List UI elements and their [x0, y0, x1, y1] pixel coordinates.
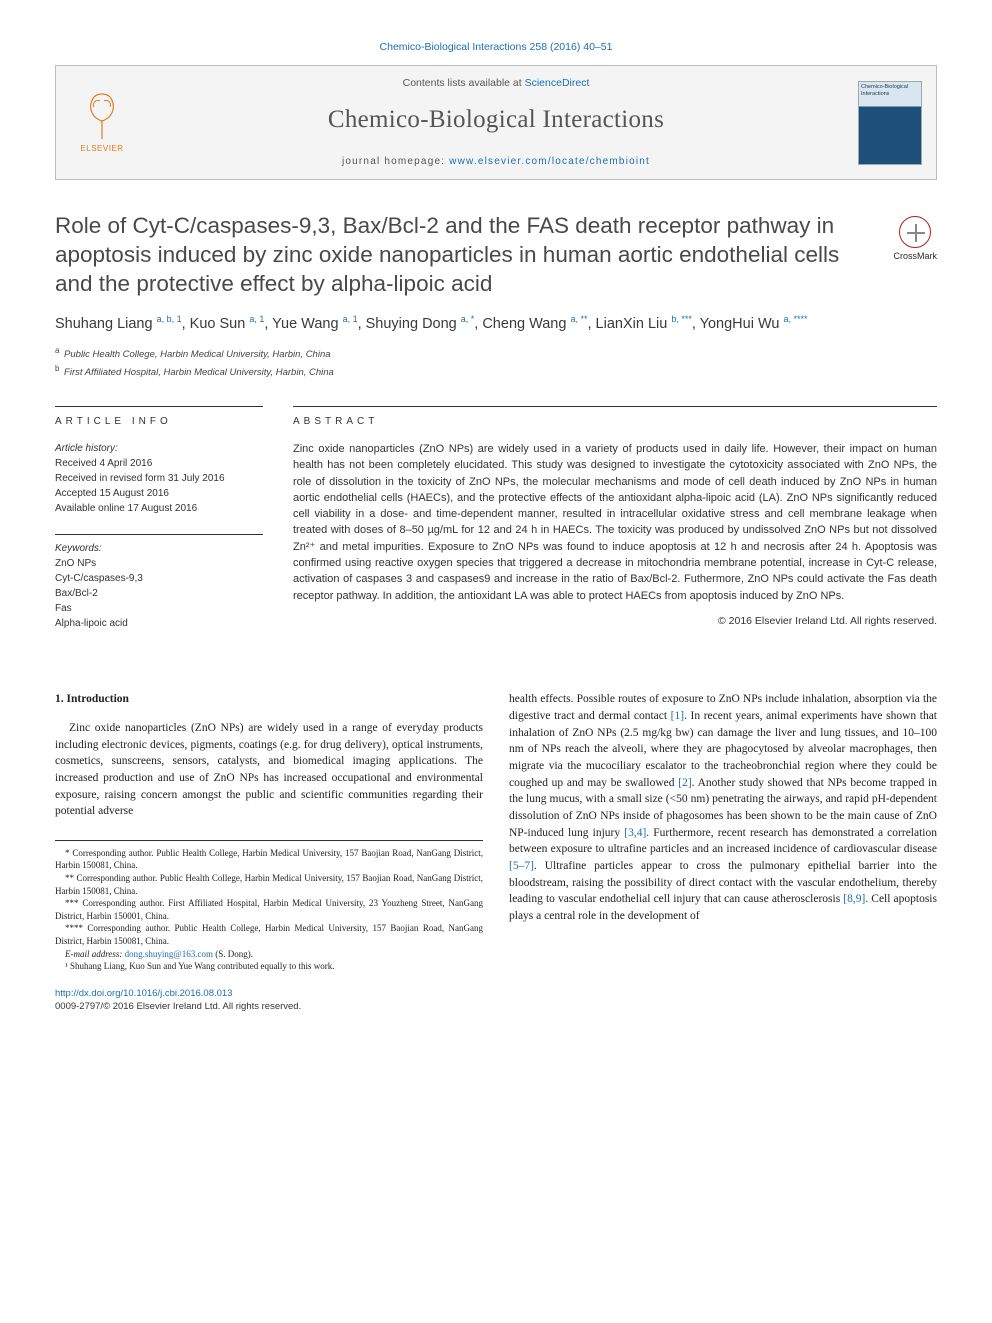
keywords-label: Keywords:: [55, 541, 263, 556]
intro-para-1: Zinc oxide nanoparticles (ZnO NPs) are w…: [55, 720, 483, 820]
abstract-copyright: © 2016 Elsevier Ireland Ltd. All rights …: [293, 614, 937, 629]
intro-heading: 1. Introduction: [55, 691, 483, 708]
keyword-item: Bax/Bcl-2: [55, 586, 263, 601]
footnote-corr2: ** Corresponding author. Public Health C…: [55, 872, 483, 897]
footnote-equal: ¹ Shuhang Liang, Kuo Sun and Yue Wang co…: [55, 960, 483, 973]
email-link[interactable]: dong.shuying@163.com: [125, 949, 213, 959]
abstract-col: ABSTRACT Zinc oxide nanoparticles (ZnO N…: [293, 406, 937, 631]
keyword-item: Fas: [55, 601, 263, 616]
footnote-corr3: *** Corresponding author. First Affiliat…: [55, 897, 483, 922]
footnotes-block: * Corresponding author. Public Health Co…: [55, 840, 483, 973]
content-avail: Contents lists available at ScienceDirec…: [148, 76, 844, 91]
body-col-right: health effects. Possible routes of expos…: [509, 691, 937, 973]
article-history: Article history: Received 4 April 2016 R…: [55, 441, 263, 516]
issn-copyright: 0009-2797/© 2016 Elsevier Ireland Ltd. A…: [55, 1001, 301, 1012]
cite-2[interactable]: [2]: [678, 777, 691, 789]
footnote-corr4: **** Corresponding author. Public Health…: [55, 922, 483, 947]
footnote-email: E-mail address: dong.shuying@163.com (S.…: [55, 948, 483, 961]
tree-icon: [80, 91, 124, 141]
keywords-block: Keywords: ZnO NPsCyt-C/caspases-9,3Bax/B…: [55, 534, 263, 631]
cite-57[interactable]: [5–7]: [509, 860, 534, 872]
page-footer: http://dx.doi.org/10.1016/j.cbi.2016.08.…: [55, 987, 937, 1014]
keyword-item: Cyt-C/caspases-9,3: [55, 571, 263, 586]
doi-link[interactable]: http://dx.doi.org/10.1016/j.cbi.2016.08.…: [55, 988, 232, 999]
email-post: (S. Dong).: [213, 949, 253, 959]
crossmark-label: CrossMark: [893, 250, 937, 263]
masthead-box: ELSEVIER Contents lists available at Sci…: [55, 65, 937, 181]
home-prefix: journal homepage:: [342, 156, 449, 167]
journal-homepage: journal homepage: www.elsevier.com/locat…: [148, 155, 844, 169]
abstract-heading: ABSTRACT: [293, 406, 937, 429]
info-abstract-row: ARTICLE INFO Article history: Received 4…: [55, 406, 937, 631]
history-revised: Received in revised form 31 July 2016: [55, 473, 225, 484]
crossmark-icon: [899, 216, 931, 248]
email-label: E-mail address:: [65, 949, 125, 959]
article-title: Role of Cyt-C/caspases-9,3, Bax/Bcl-2 an…: [55, 212, 877, 298]
keyword-item: ZnO NPs: [55, 556, 263, 571]
title-row: Role of Cyt-C/caspases-9,3, Bax/Bcl-2 an…: [55, 212, 937, 298]
crossmark-badge[interactable]: CrossMark: [893, 216, 937, 263]
history-accepted: Accepted 15 August 2016: [55, 488, 169, 499]
affiliations: a Public Health College, Harbin Medical …: [55, 345, 937, 380]
body-col-left: 1. Introduction Zinc oxide nanoparticles…: [55, 691, 483, 973]
journal-title: Chemico-Biological Interactions: [148, 102, 844, 137]
homepage-link[interactable]: www.elsevier.com/locate/chembioint: [449, 156, 650, 167]
intro-para-2: health effects. Possible routes of expos…: [509, 691, 937, 924]
keyword-item: Alpha-lipoic acid: [55, 616, 263, 631]
cite-89[interactable]: [8,9]: [843, 893, 865, 905]
cite-34[interactable]: [3,4]: [624, 827, 646, 839]
footnote-corr1: * Corresponding author. Public Health Co…: [55, 847, 483, 872]
avail-prefix: Contents lists available at: [403, 77, 525, 89]
author-list: Shuhang Liang a, b, 1, Kuo Sun a, 1, Yue…: [55, 313, 937, 336]
history-online: Available online 17 August 2016: [55, 503, 197, 514]
masthead-center: Contents lists available at ScienceDirec…: [148, 76, 844, 170]
sciencedirect-link[interactable]: ScienceDirect: [525, 77, 590, 89]
history-received: Received 4 April 2016: [55, 458, 152, 469]
keywords-list: ZnO NPsCyt-C/caspases-9,3Bax/Bcl-2FasAlp…: [55, 556, 263, 631]
cite-1[interactable]: [1]: [671, 710, 684, 722]
page-root: Chemico-Biological Interactions 258 (201…: [0, 0, 992, 1043]
history-label: Article history:: [55, 443, 118, 454]
cover-label: Chemico-Biological Interactions: [861, 84, 908, 98]
body-columns: 1. Introduction Zinc oxide nanoparticles…: [55, 691, 937, 973]
article-info-col: ARTICLE INFO Article history: Received 4…: [55, 406, 263, 631]
running-head: Chemico-Biological Interactions 258 (201…: [55, 40, 937, 55]
elsevier-logo: ELSEVIER: [70, 87, 134, 159]
abstract-text: Zinc oxide nanoparticles (ZnO NPs) are w…: [293, 441, 937, 604]
elsevier-label: ELSEVIER: [80, 143, 123, 154]
info-heading: ARTICLE INFO: [55, 406, 263, 429]
journal-cover-thumb: Chemico-Biological Interactions: [858, 81, 922, 165]
